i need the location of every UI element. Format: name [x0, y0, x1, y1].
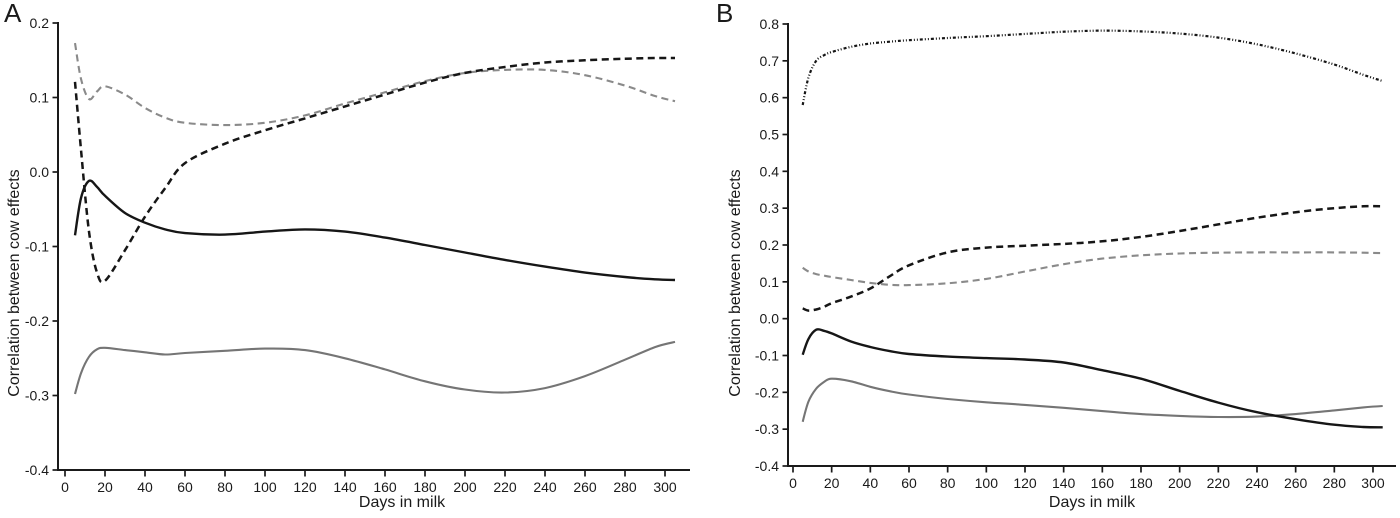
series-black-solid: [801, 328, 1383, 429]
series-black-dashed: [802, 204, 1383, 312]
y-tick-label: 0.4: [760, 163, 780, 179]
panel-b-letter: B: [716, 0, 734, 28]
y-tick-label: 0.0: [760, 311, 780, 327]
x-tick-label: 260: [1284, 475, 1308, 491]
x-tick-label: 100: [975, 475, 999, 491]
x-tick-label: 240: [1245, 475, 1269, 491]
y-tick-label: 0.5: [760, 126, 780, 142]
x-tick-label: 120: [293, 479, 317, 495]
x-tick-label: 300: [1361, 475, 1385, 491]
y-tick-label: -0.3: [25, 388, 49, 404]
y-tick-label: -0.4: [755, 458, 779, 474]
x-tick-label: 200: [453, 479, 477, 495]
x-tick-label: 280: [613, 479, 637, 495]
y-tick-label: 0.1: [760, 274, 780, 290]
x-tick-label: 200: [1168, 475, 1192, 491]
x-tick-label: 160: [373, 479, 397, 495]
y-tick-label: 0.2: [760, 237, 780, 253]
y-tick-label: 0.1: [30, 90, 50, 106]
x-tick-label: 60: [177, 479, 193, 495]
y-tick-label: -0.1: [25, 239, 49, 255]
y-tick-label: -0.1: [755, 347, 779, 363]
panel-a-letter: A: [4, 0, 22, 28]
y-tick-label: -0.3: [755, 421, 779, 437]
x-tick-label: 0: [61, 479, 69, 495]
panel-b-plot: 0.8 0.7 0.6 0.5 0.4 0.3 0.2 0.1 0.0 -0.1 -0.2 -0.3 -…: [755, 16, 1396, 491]
y-tick-label: 0.8: [760, 16, 780, 32]
panel-a-x-axis-title: Days in milk: [358, 494, 446, 511]
series-gray-solid: [801, 377, 1383, 423]
x-tick-label: 40: [137, 479, 153, 495]
y-tick-label: 0.6: [760, 90, 780, 106]
x-tick-label: 140: [333, 479, 357, 495]
y-tick-label: 0.0: [30, 164, 50, 180]
x-tick-label: 80: [940, 475, 956, 491]
x-tick-label: 20: [97, 479, 113, 495]
y-tick-label: -0.2: [755, 384, 779, 400]
x-tick-label: 220: [1207, 475, 1231, 491]
x-tick-label: 160: [1091, 475, 1115, 491]
x-tick-label: 300: [653, 479, 677, 495]
series-black-dash-dot-dot: [801, 29, 1384, 106]
x-tick-label: 140: [1052, 475, 1076, 491]
y-tick-label: -0.4: [25, 462, 49, 478]
y-tick-label: 0.2: [30, 15, 50, 31]
y-tick-label: 0.7: [760, 53, 780, 69]
x-tick-label: 120: [1013, 475, 1037, 491]
x-tick-label: 180: [413, 479, 437, 495]
x-tick-label: 80: [217, 479, 233, 495]
panel-b-x-axis-title: Days in milk: [1048, 494, 1136, 511]
x-tick-label: 60: [901, 475, 917, 491]
x-tick-label: 280: [1323, 475, 1347, 491]
y-tick-label: -0.2: [25, 313, 49, 329]
x-tick-label: 240: [533, 479, 557, 495]
x-tick-label: 180: [1129, 475, 1153, 491]
series-gray-dashed: [802, 251, 1383, 287]
x-tick-label: 260: [573, 479, 597, 495]
x-tick-label: 220: [493, 479, 517, 495]
x-tick-label: 0: [789, 475, 797, 491]
x-tick-label: 100: [253, 479, 277, 495]
panel-a-plot: 0.2 0.1 0.0 -0.1 -0.2 -0.3 -0.4 0 20 40 60 80 100 120…: [25, 15, 690, 495]
series-black-dashed: [73, 56, 676, 284]
x-tick-label: 20: [824, 475, 840, 491]
series-gray-dashed: [73, 42, 676, 127]
series-black-solid: [73, 179, 676, 282]
y-tick-label: 0.3: [760, 200, 780, 216]
x-tick-label: 40: [863, 475, 879, 491]
series-gray-solid: [73, 340, 676, 395]
